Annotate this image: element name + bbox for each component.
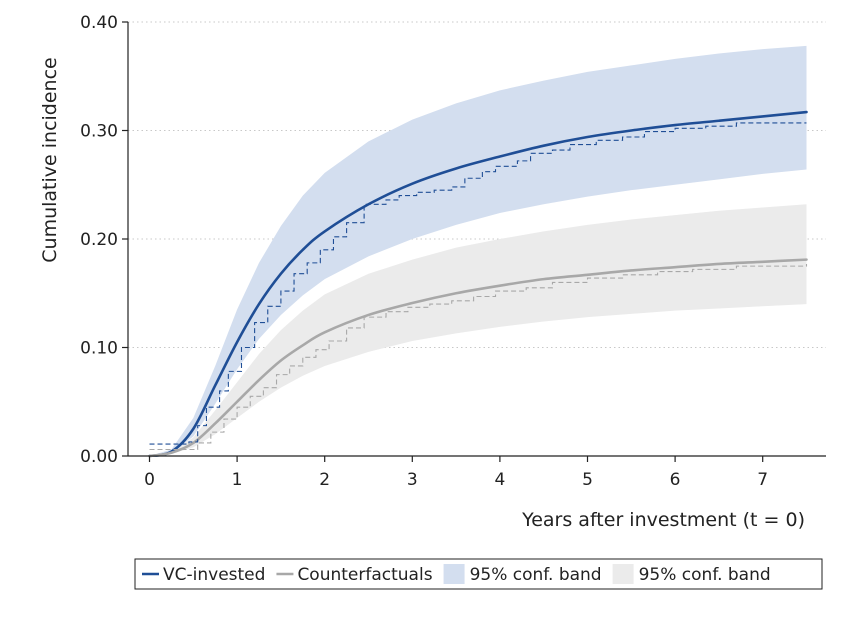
x-tick-label-6: 6 [670, 470, 681, 490]
y-tick-label-3: 0.30 [80, 122, 118, 142]
x-tick-label-5: 5 [582, 470, 593, 490]
legend-swatch-2 [443, 564, 465, 584]
x-tick-label-4: 4 [494, 470, 505, 490]
legend-box [134, 558, 823, 590]
conf-band-counterfactual [149, 204, 807, 456]
y-tick-label-2: 0.20 [80, 230, 118, 250]
counterfactual-empirical-step-line [149, 263, 808, 451]
legend-label-0: VC-invested [163, 565, 265, 585]
x-tick-label-7: 7 [757, 470, 768, 490]
x-axis-label: Years after investment (t = 0) [521, 509, 805, 531]
y-tick-label-0: 0.00 [80, 447, 118, 467]
counterfactuals-line [148, 258, 808, 458]
conf-band-vc [149, 45, 807, 457]
legend-label-3: 95% conf. band [639, 565, 771, 585]
x-tick-label-3: 3 [407, 470, 418, 490]
x-tick-label-1: 1 [232, 470, 243, 490]
confidence-bands [149, 45, 807, 457]
x-tick-label-2: 2 [319, 470, 330, 490]
vc-empirical-step-line [149, 122, 807, 445]
y-axis-label: Cumulative incidence [39, 57, 61, 262]
legend-label-1: Counterfactuals [297, 565, 432, 585]
x-tick-label-0: 0 [144, 470, 155, 490]
legend-label-2: 95% conf. band [470, 565, 602, 585]
axes: 0.00 0.10 0.20 0.30 0.40 0 1 2 3 4 5 6 7 [80, 13, 826, 490]
y-tick-label-4: 0.40 [80, 13, 118, 33]
y-tick-label-1: 0.10 [80, 339, 118, 359]
legend-swatch-3 [612, 564, 634, 584]
series-lines [148, 110, 808, 458]
vc-invested-line [148, 110, 808, 458]
legend: VC-invested Counterfactuals 95% conf. band… [134, 558, 823, 590]
